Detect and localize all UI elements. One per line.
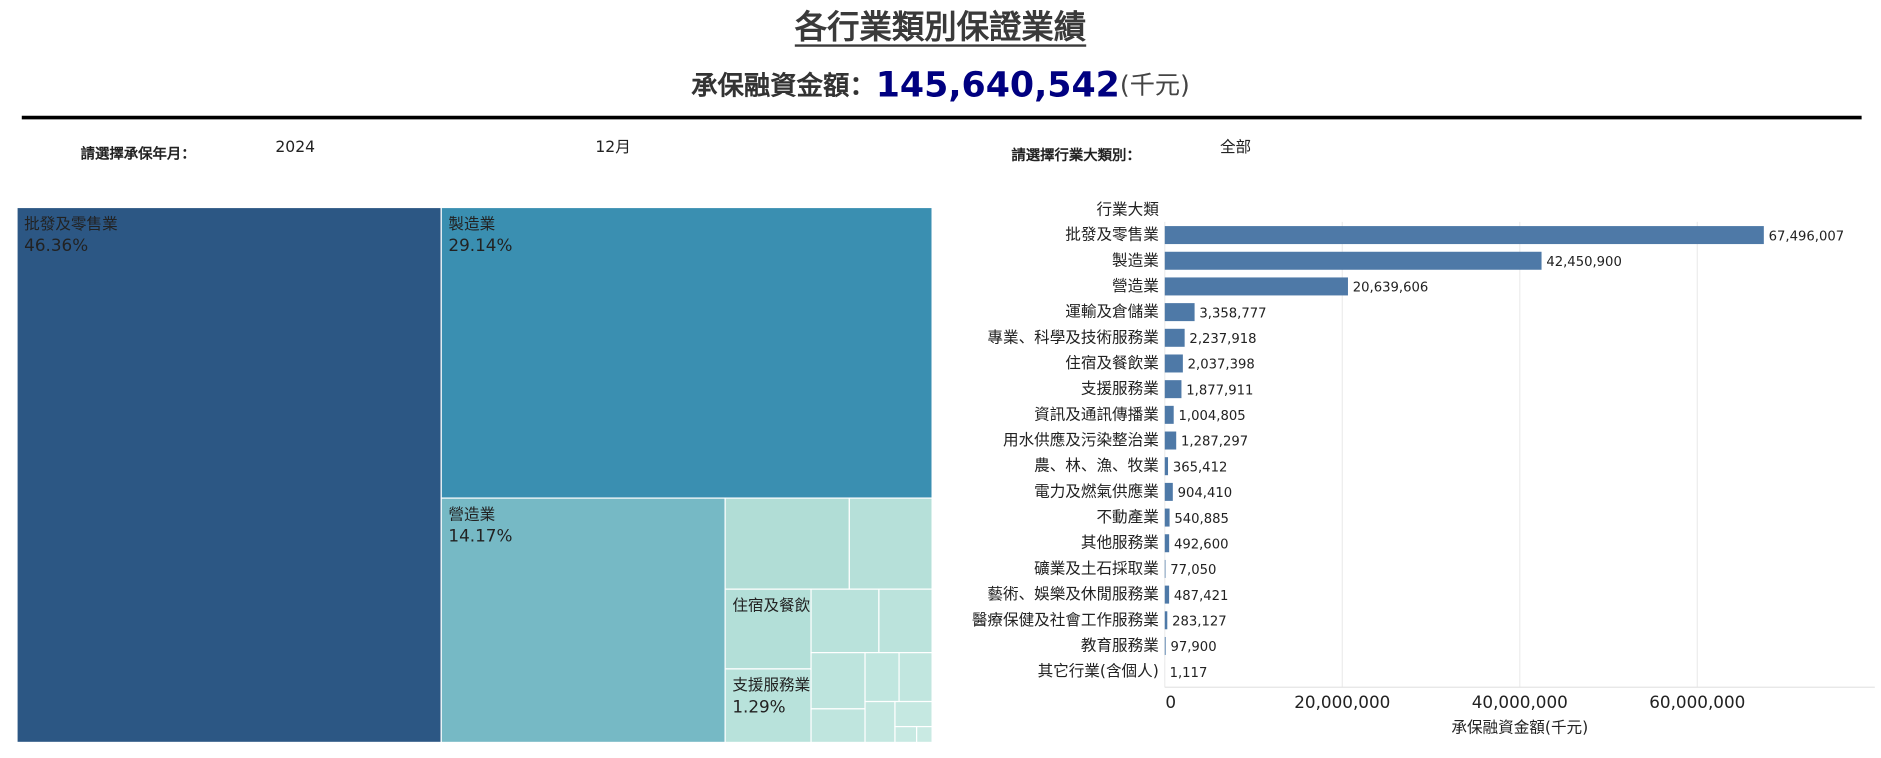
treemap-tile [894, 725, 918, 744]
x-tick-label: 0 [1165, 692, 1176, 712]
y-tick-label: 電力及燃氣供應業 [1034, 481, 1159, 500]
bar-value-label: 1,287,297 [1181, 435, 1248, 450]
bar-value-label: 540,885 [1174, 512, 1229, 527]
bar [1164, 380, 1182, 399]
filter-label: 請選擇行業大類別： [1011, 146, 1140, 164]
treemap-tile [724, 588, 812, 670]
amount-line: 承保融資金額：145,640,542(千元) [691, 65, 1190, 105]
tile-label: 營造業 [448, 505, 495, 523]
treemap-tile [724, 497, 850, 590]
y-tick-label: 礦業及土石採取業 [1034, 559, 1159, 577]
bar [1164, 354, 1183, 373]
bar [1164, 508, 1170, 527]
bar-value-label: 3,358,777 [1199, 306, 1266, 321]
bar-value-label: 1,117 [1170, 666, 1208, 681]
x-tick-label: 20,000,000 [1294, 692, 1390, 712]
bar-value-label: 77,050 [1170, 563, 1216, 578]
bar [1164, 559, 1166, 578]
treemap-tile [894, 700, 933, 728]
bar [1164, 636, 1166, 655]
amount-unit: (千元) [1120, 70, 1190, 99]
treemap-tile [864, 652, 900, 703]
y-tick-label: 不動產業 [1096, 508, 1159, 526]
bar [1164, 431, 1177, 450]
y-tick-label: 用水供應及污染整治業 [1003, 430, 1159, 449]
filter-label: 請選擇承保年月： [81, 145, 196, 163]
y-tick-label: 其他服務業 [1081, 534, 1159, 552]
y-tick-label: 醫療保健及社會工作服務業 [972, 611, 1159, 629]
y-axis-title: 行業大類 [1096, 200, 1159, 218]
y-tick-label: 藝術、娛樂及休閒服務業 [987, 585, 1159, 603]
bar [1164, 585, 1170, 604]
bar-value-label: 1,004,805 [1178, 409, 1245, 424]
y-tick-label: 教育服務業 [1081, 636, 1159, 654]
year-dropdown[interactable]: 2024 [275, 138, 315, 156]
tile-label: 製造業 [448, 215, 495, 233]
x-tick-label: 40,000,000 [1472, 692, 1568, 712]
tile-value-label: 46.36% [24, 235, 88, 255]
bar-value-label: 20,639,606 [1353, 281, 1429, 296]
page-title: 各行業類別保證業績 [795, 8, 1086, 46]
treemap-tile [810, 652, 866, 710]
treemap-tile [916, 725, 933, 744]
tile-label: 批發及零售業 [24, 215, 118, 233]
y-tick-label: 運輸及倉儲業 [1065, 303, 1159, 321]
tile-label: 支援服務業 [732, 676, 810, 694]
y-tick-label: 營造業 [1112, 277, 1159, 295]
amount-value: 145,640,542 [876, 65, 1120, 105]
treemap-tile [724, 668, 812, 744]
tile-label: 住宿及餐飲業 [732, 596, 826, 614]
bar-value-label: 904,410 [1178, 486, 1233, 501]
bar-value-label: 283,127 [1172, 614, 1227, 629]
treemap-tile [878, 588, 933, 654]
treemap-tile [810, 708, 866, 744]
bar [1164, 303, 1195, 322]
treemap-tile [848, 497, 933, 590]
y-tick-label: 農、林、漁、牧業 [1034, 457, 1159, 475]
bar [1164, 251, 1542, 270]
treemap-tile [440, 497, 726, 744]
tile-value-label: 1.29% [732, 696, 785, 716]
bar-value-label: 42,450,900 [1546, 255, 1622, 270]
month-dropdown[interactable]: 12月 [595, 138, 630, 156]
y-tick-label: 專業、科學及技術服務業 [987, 327, 1159, 346]
bar [1164, 328, 1185, 347]
bar [1164, 405, 1174, 424]
bar-value-label: 365,412 [1173, 460, 1228, 475]
amount-label: 承保融資金額： [691, 70, 876, 101]
bar-value-label: 97,900 [1170, 640, 1216, 655]
treemap-tile [864, 700, 896, 744]
y-tick-label: 支援服務業 [1081, 380, 1159, 398]
treemap-tile [810, 588, 880, 654]
industry-dropdown[interactable]: 全部 [1220, 138, 1251, 156]
x-tick-label: 60,000,000 [1649, 692, 1745, 712]
bar-value-label: 67,496,007 [1769, 229, 1845, 244]
treemap-tile [16, 206, 442, 744]
bar [1164, 226, 1764, 245]
x-axis-title: 承保融資金額(千元) [1451, 719, 1588, 737]
tile-value-label: 14.17% [448, 525, 512, 545]
tile-value-label: 29.14% [448, 235, 512, 255]
bar-value-label: 1,877,911 [1186, 383, 1253, 398]
bar [1164, 482, 1173, 501]
bar-value-label: 487,421 [1174, 589, 1229, 604]
bar [1164, 611, 1168, 630]
y-tick-label: 住宿及餐飲業 [1065, 354, 1159, 372]
y-tick-label: 其它行業(含個人) [1038, 662, 1159, 680]
bar [1164, 277, 1348, 296]
treemap-tile [898, 652, 933, 703]
y-tick-label: 資訊及通訊傳播業 [1034, 405, 1159, 423]
y-tick-label: 製造業 [1112, 251, 1159, 269]
bar-value-label: 492,600 [1174, 537, 1229, 552]
y-tick-label: 批發及零售業 [1065, 226, 1159, 244]
bar [1164, 534, 1170, 553]
bar-value-label: 2,237,918 [1189, 332, 1256, 347]
treemap-tile [440, 206, 933, 499]
bar-value-label: 2,037,398 [1188, 358, 1255, 373]
bar [1164, 457, 1169, 476]
